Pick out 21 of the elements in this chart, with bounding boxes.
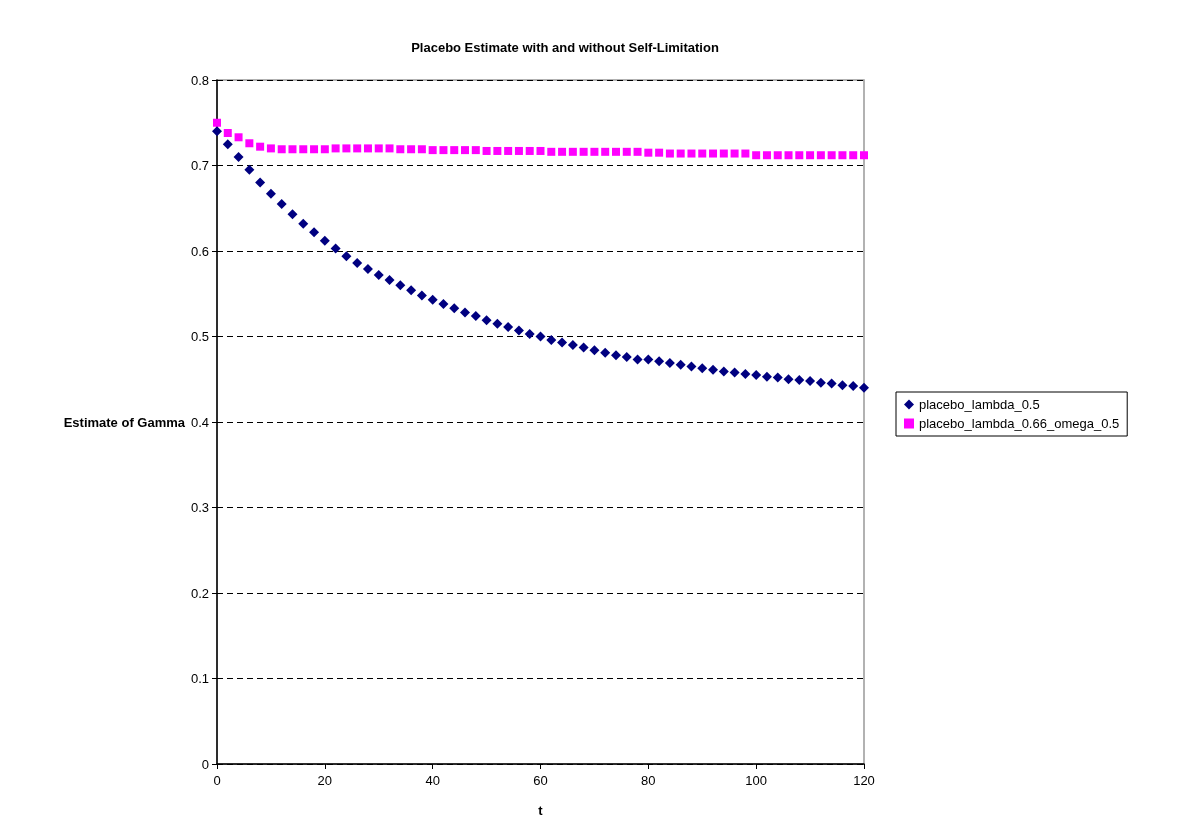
x-tick-label: 0 <box>213 773 221 788</box>
y-axis-title: Estimate of Gamma <box>63 414 186 430</box>
y-tick-label: 0.1 <box>190 671 209 686</box>
y-tick-label: 0.8 <box>190 72 209 88</box>
x-tick-label: 80 <box>641 773 656 788</box>
x-tick-label: 40 <box>425 773 440 788</box>
y-tick-label: 0.7 <box>190 158 209 173</box>
y-tick-label: 0.2 <box>190 585 209 601</box>
x-tick-label: 120 <box>853 773 875 788</box>
legend-label: placebo_lambda_0.66_omega_0.5 <box>919 416 1120 431</box>
y-tick-label: 0 <box>201 756 209 772</box>
y-tick-label: 0.3 <box>190 500 209 515</box>
x-tick-label: 100 <box>745 773 768 788</box>
y-tick-label: 0.4 <box>190 414 209 430</box>
y-tick-label: 0.6 <box>190 243 209 259</box>
legend-label: placebo_lambda_0.5 <box>919 397 1040 412</box>
x-tick-label: 20 <box>317 773 333 788</box>
x-tick-label: 60 <box>533 773 548 788</box>
y-tick-label: 0.5 <box>190 329 209 344</box>
x-axis-title: t <box>538 803 544 818</box>
chart-title: Placebo Estimate with and without Self-Limitation <box>411 40 719 55</box>
